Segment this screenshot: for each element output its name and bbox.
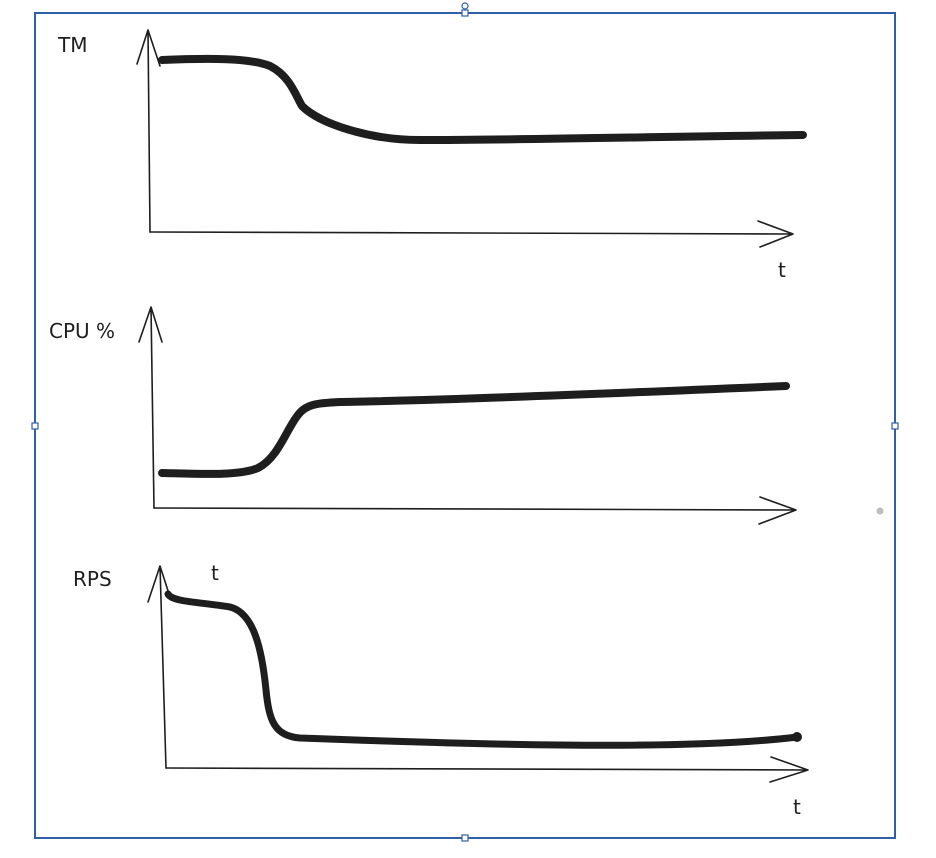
- tm-curve: [158, 54, 807, 144]
- tm-xlabel: t: [778, 258, 786, 282]
- resize-handle-top[interactable]: [461, 9, 469, 17]
- cpu-curve: [158, 382, 790, 478]
- rps-xlabel: t: [793, 795, 801, 819]
- tm-y-axis: [136, 29, 161, 233]
- rotate-handle[interactable]: [461, 2, 469, 10]
- chart-rps: RPS t t: [73, 561, 809, 819]
- cpu-y-axis: [138, 306, 163, 509]
- rps-ylabel: RPS: [73, 567, 112, 591]
- chart-cpu: CPU %: [49, 306, 797, 525]
- rps-y-axis: [147, 565, 172, 769]
- rps-x-axis: [165, 756, 809, 783]
- resize-handle-left[interactable]: [31, 422, 39, 430]
- cpu-ylabel: CPU %: [49, 319, 115, 343]
- rps-curve: [164, 590, 801, 749]
- chart-tm: TM t: [57, 29, 807, 282]
- resize-handle-bottom[interactable]: [461, 834, 469, 842]
- rps-extra-label: t: [211, 561, 219, 585]
- canvas-dot: [876, 507, 884, 515]
- tm-x-axis: [149, 220, 794, 248]
- resize-handle-right[interactable]: [891, 422, 899, 430]
- rps-curve-end-dot: [792, 732, 802, 742]
- tm-ylabel: TM: [57, 33, 87, 57]
- cpu-x-axis: [153, 496, 797, 525]
